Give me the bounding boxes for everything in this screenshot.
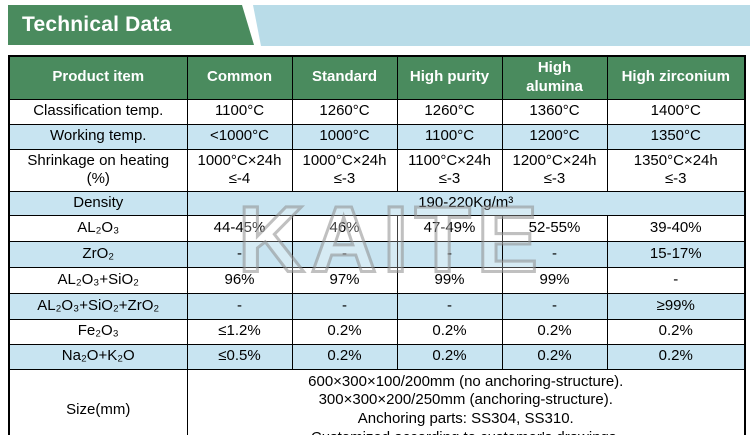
cell-value: ≥99% bbox=[606, 292, 746, 320]
cell-value: 0.2% bbox=[501, 318, 608, 345]
cell-value: 1100°C bbox=[396, 123, 503, 150]
table-row-density: Density 190-220Kg/m³ bbox=[8, 191, 746, 216]
cell-density-span: 190-220Kg/m³ bbox=[186, 191, 746, 216]
cell-size-span: 600×300×100/200mm (no anchoring-structur… bbox=[186, 368, 746, 435]
technical-data-table: Product item Common Standard High purity… bbox=[8, 55, 746, 435]
cell-value: 39-40% bbox=[606, 214, 746, 242]
table-row-al2o3: AL₂O₃ 44-45% 46% 47-49% 52-55% 39-40% bbox=[8, 214, 746, 242]
cell-value: 15-17% bbox=[606, 240, 746, 268]
cell-value: 1000°C×24h ≤-4 bbox=[186, 148, 293, 192]
page-title: Technical Data bbox=[22, 13, 172, 36]
cell-value: 0.2% bbox=[291, 318, 398, 345]
table-row-zro2: ZrO₂ - - - - 15-17% bbox=[8, 240, 746, 268]
cell-value: 0.2% bbox=[606, 318, 746, 345]
col-header-common: Common bbox=[186, 55, 293, 100]
table-row-na2o-k2o: Na₂O+K₂O ≤0.5% 0.2% 0.2% 0.2% 0.2% bbox=[8, 343, 746, 370]
cell-value: 1400°C bbox=[606, 98, 746, 125]
table-row-classification-temp: Classification temp. 1100°C 1260°C 1260°… bbox=[8, 98, 746, 125]
cell-value: 99% bbox=[396, 266, 503, 294]
cell-value: 52-55% bbox=[501, 214, 608, 242]
row-label: Size(mm) bbox=[8, 368, 188, 435]
cell-value: 47-49% bbox=[396, 214, 503, 242]
table-row-shrinkage: Shrinkage on heating (%) 1000°C×24h ≤-4 … bbox=[8, 148, 746, 192]
row-label: Density bbox=[8, 191, 188, 216]
cell-value: 44-45% bbox=[186, 214, 293, 242]
cell-value: 96% bbox=[186, 266, 293, 294]
row-label: Shrinkage on heating (%) bbox=[8, 148, 188, 192]
cell-value: 0.2% bbox=[501, 343, 608, 370]
cell-value: 46% bbox=[291, 214, 398, 242]
row-label: Fe₂O₃ bbox=[8, 318, 188, 345]
cell-value: - bbox=[396, 240, 503, 268]
cell-value: 0.2% bbox=[291, 343, 398, 370]
cell-value: 1200°C×24h ≤-3 bbox=[501, 148, 608, 192]
cell-value: 1200°C bbox=[501, 123, 608, 150]
col-header-high-alumina: High alumina bbox=[501, 55, 608, 100]
cell-value: 1260°C bbox=[291, 98, 398, 125]
cell-value: 1360°C bbox=[501, 98, 608, 125]
cell-value: - bbox=[291, 292, 398, 320]
cell-value: 0.2% bbox=[396, 343, 503, 370]
row-label: ZrO₂ bbox=[8, 240, 188, 268]
table-row-fe2o3: Fe₂O₃ ≤1.2% 0.2% 0.2% 0.2% 0.2% bbox=[8, 318, 746, 345]
cell-value: 1000°C×24h ≤-3 bbox=[291, 148, 398, 192]
cell-value: 97% bbox=[291, 266, 398, 294]
cell-value: - bbox=[186, 240, 293, 268]
cell-value: 0.2% bbox=[606, 343, 746, 370]
cell-value: - bbox=[186, 292, 293, 320]
row-label: AL₂O₃+SiO₂+ZrO₂ bbox=[8, 292, 188, 320]
row-label: AL₂O₃ bbox=[8, 214, 188, 242]
cell-value: - bbox=[501, 292, 608, 320]
cell-value: ≤1.2% bbox=[186, 318, 293, 345]
cell-value: 0.2% bbox=[396, 318, 503, 345]
cell-value: <1000°C bbox=[186, 123, 293, 150]
cell-value: 1350°C×24h ≤-3 bbox=[606, 148, 746, 192]
col-header-high-zirconium: High zirconium bbox=[606, 55, 746, 100]
cell-value: - bbox=[291, 240, 398, 268]
row-label: Working temp. bbox=[8, 123, 188, 150]
cell-value: 1260°C bbox=[396, 98, 503, 125]
cell-value: - bbox=[606, 266, 746, 294]
col-header-high-purity: High purity bbox=[396, 55, 503, 100]
table-row-al2o3-sio2-zro2: AL₂O₃+SiO₂+ZrO₂ - - - - ≥99% bbox=[8, 292, 746, 320]
table-row-working-temp: Working temp. <1000°C 1000°C 1100°C 1200… bbox=[8, 123, 746, 150]
cell-value: 1100°C×24h ≤-3 bbox=[396, 148, 503, 192]
cell-value: 99% bbox=[501, 266, 608, 294]
row-label: Na₂O+K₂O bbox=[8, 343, 188, 370]
title-banner-accent-strip bbox=[253, 5, 750, 46]
cell-value: 1100°C bbox=[186, 98, 293, 125]
cell-value: - bbox=[396, 292, 503, 320]
title-banner: Technical Data bbox=[8, 5, 254, 45]
table-row-size: Size(mm) 600×300×100/200mm (no anchoring… bbox=[8, 368, 746, 435]
table-row-al2o3-sio2: AL₂O₃+SiO₂ 96% 97% 99% 99% - bbox=[8, 266, 746, 294]
table-header-row: Product item Common Standard High purity… bbox=[8, 55, 746, 100]
cell-value: 1000°C bbox=[291, 123, 398, 150]
cell-value: - bbox=[501, 240, 608, 268]
cell-value: ≤0.5% bbox=[186, 343, 293, 370]
cell-value: 1350°C bbox=[606, 123, 746, 150]
row-label: AL₂O₃+SiO₂ bbox=[8, 266, 188, 294]
col-header-standard: Standard bbox=[291, 55, 398, 100]
col-header-product-item: Product item bbox=[8, 55, 188, 100]
row-label: Classification temp. bbox=[8, 98, 188, 125]
